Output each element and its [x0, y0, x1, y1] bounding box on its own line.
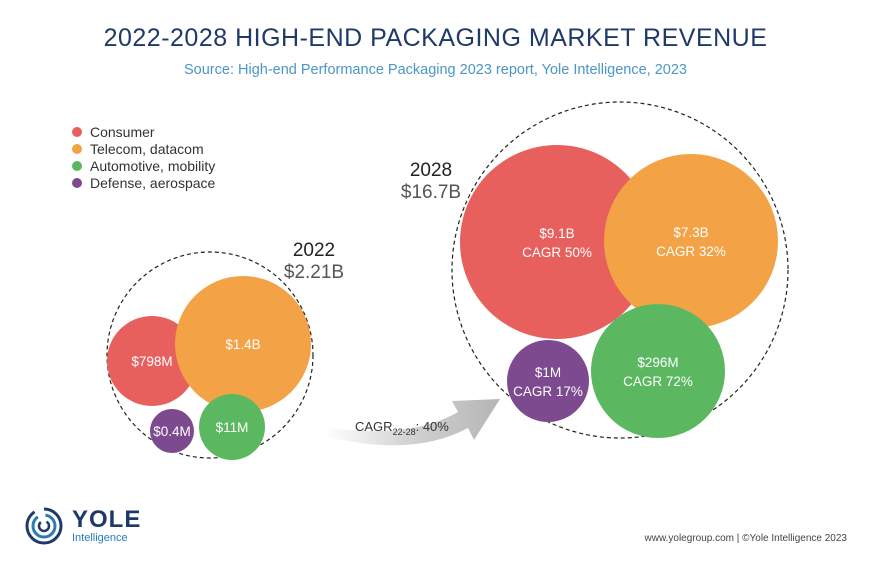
- cagr-arrow: [325, 399, 500, 446]
- bubble-value-label: $1.4B: [225, 337, 260, 352]
- bubble-2022-consumer: [107, 316, 197, 406]
- brand-sub: Intelligence: [72, 532, 128, 544]
- legend-label: Defense, aerospace: [90, 174, 216, 191]
- bubble-2028-telecom: [604, 154, 778, 328]
- chart-subtitle: Source: High-end Performance Packaging 2…: [184, 62, 687, 78]
- legend-label: Telecom, datacom: [90, 140, 204, 157]
- legend-dot: [72, 177, 82, 188]
- bubble-2028-consumer: [460, 145, 654, 339]
- legend-item: Defense, aerospace: [72, 174, 215, 191]
- bubble-value-label: $9.1B: [539, 226, 574, 241]
- cagr-arrow-label: CAGR22-28: 40%: [355, 419, 449, 437]
- legend-item: Telecom, datacom: [72, 140, 215, 157]
- bubble-2022-automotive: [199, 394, 265, 460]
- bubble-value-label: $11M: [216, 420, 249, 435]
- bubble-value-label: $296M: [637, 355, 678, 370]
- yole-logo: YOLE Intelligence: [24, 506, 141, 546]
- legend-dot: [72, 126, 82, 137]
- legend-item: Consumer: [72, 123, 215, 140]
- bubble-cagr-label: CAGR 32%: [656, 244, 726, 259]
- bubble-2022-telecom: [175, 276, 311, 412]
- bubble-2022-defense: [150, 409, 194, 453]
- bubble-value-label: $7.3B: [673, 225, 708, 240]
- legend-dot: [72, 143, 82, 154]
- legend-item: Automotive, mobility: [72, 157, 215, 174]
- legend-dot: [72, 160, 82, 171]
- legend: Consumer Telecom, datacom Automotive, mo…: [72, 123, 215, 191]
- footer-credit: www.yolegroup.com | ©Yole Intelligence 2…: [644, 533, 848, 544]
- bubble-value-label: $798M: [131, 354, 172, 369]
- bubble-2028-automotive: [591, 304, 725, 438]
- legend-label: Automotive, mobility: [90, 157, 216, 174]
- total-2028: $16.7B: [400, 182, 462, 203]
- bubble-cagr-label: CAGR 50%: [522, 245, 592, 260]
- total-2022: $2.21B: [283, 262, 345, 283]
- yole-logo-icon: [25, 507, 63, 545]
- bubble-cagr-label: CAGR 72%: [623, 374, 693, 389]
- legend-label: Consumer: [90, 123, 155, 140]
- year-2022: 2022: [292, 240, 336, 261]
- chart-title: 2022-2028 HIGH-END PACKAGING MARKET REVE…: [103, 24, 768, 52]
- outer-circle-2022: [106, 251, 314, 459]
- outer-circle-2028: [451, 101, 789, 439]
- bubble-value-label: $0.4M: [153, 424, 191, 439]
- year-label-2028: 2028 $16.7B: [398, 160, 464, 204]
- bubble-cagr-label: CAGR 17%: [513, 384, 583, 399]
- year-2028: 2028: [409, 160, 453, 181]
- bubble-value-label: $1M: [535, 365, 561, 380]
- brand-name: YOLE: [72, 506, 142, 533]
- year-label-2022: 2022 $2.21B: [282, 240, 346, 284]
- bubble-2028-defense: [507, 340, 589, 422]
